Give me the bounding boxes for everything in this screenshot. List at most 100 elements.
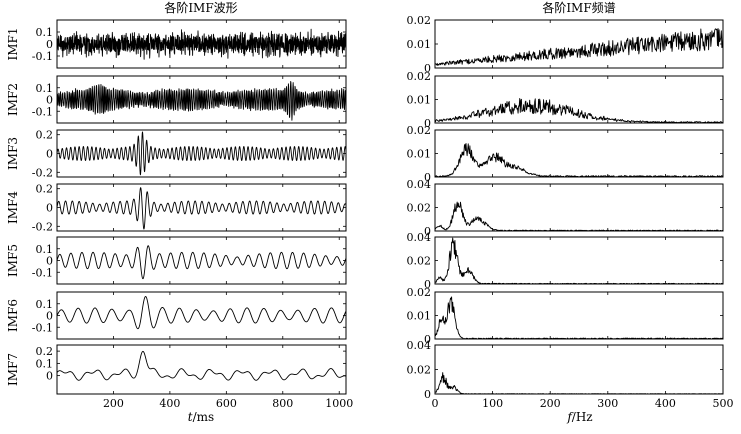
waveform-trace-1 — [56, 28, 347, 60]
axes-frame — [56, 344, 347, 395]
waveform-trace-5 — [56, 245, 347, 280]
y-tick-label: 0.02 — [407, 364, 432, 377]
waveform-panel-3: 0.2 0 -0.2 IMF3 — [6, 129, 347, 179]
x-tick-label: 0 — [432, 397, 439, 410]
imf-row-label: IMF5 — [6, 244, 20, 277]
x-tick-label: 400 — [159, 397, 180, 410]
x-tick-label: 500 — [713, 397, 734, 410]
imf-row-label: IMF6 — [6, 299, 20, 332]
y-tick-label: -0.1 — [32, 105, 53, 118]
left-x-axis-label-var: t — [188, 410, 193, 424]
y-tick-label: 0 — [424, 388, 431, 401]
axes-frame — [56, 291, 347, 340]
imf-row-label: IMF3 — [6, 137, 20, 170]
y-tick-label: 0.2 — [36, 345, 54, 358]
imf-row-label: IMF2 — [6, 83, 20, 116]
y-tick-label: 0 — [46, 255, 53, 268]
axes-frame — [434, 183, 724, 232]
waveform-trace-7 — [56, 350, 347, 381]
x-tick-label: 400 — [655, 397, 676, 410]
waveform-trace-3 — [56, 131, 347, 176]
right-x-axis-label: f/Hz — [566, 410, 592, 424]
spectrum-trace-2 — [434, 98, 724, 124]
y-tick-label: 0.01 — [407, 94, 432, 107]
y-tick-label: 0.1 — [36, 243, 54, 256]
subplot-panels: 0.10-0.1IMF10.020.0100.10-0.1IMF20.020.0… — [6, 14, 734, 410]
spectrum-panel-7: 0.04 0.02 00 100 200 300 400 500 — [407, 339, 734, 410]
y-tick-label: 0 — [424, 62, 431, 75]
axes-frame — [56, 129, 347, 178]
y-tick-label: 0.2 — [36, 183, 54, 196]
axes-frame — [434, 236, 724, 285]
waveform-panel-1: 0.10-0.1 IMF1 — [6, 19, 347, 69]
y-tick-label: 0.1 — [36, 298, 54, 311]
left-x-axis-label-unit: /ms — [193, 410, 215, 424]
waveform-trace-2 — [56, 81, 347, 121]
spectrum-trace-1 — [434, 28, 724, 66]
y-tick-label: 0.01 — [407, 148, 432, 161]
x-tick-label: 100 — [482, 397, 503, 410]
x-tick-label: 1000 — [325, 397, 353, 410]
y-tick-label: 0 — [46, 38, 53, 51]
waveform-trace-4 — [56, 187, 347, 230]
y-tick-label: 0 — [46, 148, 53, 161]
y-tick-label: -0.1 — [32, 321, 53, 334]
y-tick-label: 0.02 — [407, 255, 432, 268]
imf-row-label: IMF4 — [6, 191, 20, 224]
y-tick-label: 0 — [46, 94, 53, 107]
y-tick-label: 0.1 — [36, 82, 54, 95]
spectrum-trace-6 — [434, 296, 724, 340]
x-tick-label: 300 — [597, 397, 618, 410]
y-tick-label: -0.2 — [32, 220, 53, 233]
y-tick-label: 0 — [424, 333, 431, 346]
spectrum-trace-5 — [434, 237, 724, 285]
right-x-axis-label-var: f — [566, 410, 574, 424]
spectrum-panel-4: 0.04 0.02 0 — [407, 178, 724, 238]
y-tick-label: 0.02 — [407, 124, 432, 137]
axes-frame — [434, 129, 724, 178]
y-tick-label: -0.2 — [32, 166, 53, 179]
right-x-axis-label-unit: /Hz — [572, 410, 593, 424]
x-tick-label: 800 — [272, 397, 293, 410]
waveform-panel-6: 0.10-0.1 IMF6 — [6, 291, 347, 340]
y-tick-label: 0.01 — [407, 38, 432, 51]
spectrum-trace-7 — [434, 372, 724, 395]
axes-frame — [434, 291, 724, 340]
y-tick-label: 0.02 — [407, 286, 432, 299]
y-tick-label: 0 — [424, 278, 431, 291]
y-tick-label: 0.04 — [407, 339, 432, 352]
spectrum-panel-5: 0.04 0.02 0 — [407, 231, 724, 291]
waveform-trace-6 — [56, 296, 347, 330]
x-tick-label: 200 — [540, 397, 561, 410]
y-tick-label: 0.2 — [36, 129, 54, 142]
spectrum-panel-2: 0.02 0.01 0 — [407, 70, 724, 130]
imf-row-label: IMF7 — [6, 353, 20, 386]
x-tick-label: 200 — [103, 397, 124, 410]
y-tick-label: 0 — [46, 370, 53, 383]
right-panel-title: 各阶IMF频谱 — [542, 0, 615, 15]
spectrum-panel-1: 0.02 0.01 0 — [407, 14, 724, 75]
y-tick-label: 0.02 — [407, 70, 432, 83]
spectrum-trace-4 — [434, 201, 724, 232]
waveform-panel-5: 0.10-0.1 IMF5 — [6, 236, 347, 285]
axes-frame — [434, 344, 724, 395]
left-x-axis-label: t/ms — [188, 410, 214, 424]
imf-row-label: IMF1 — [6, 28, 20, 61]
y-tick-label: 0 — [46, 202, 53, 215]
y-tick-label: -0.1 — [32, 266, 53, 279]
y-tick-label: 0.02 — [407, 202, 432, 215]
y-tick-label: 0.1 — [36, 357, 54, 370]
x-tick-label: 600 — [216, 397, 237, 410]
y-tick-label: 0.1 — [36, 26, 54, 39]
y-tick-label: 0.04 — [407, 231, 432, 244]
y-tick-label: 0 — [424, 171, 431, 184]
y-tick-label: 0.02 — [407, 14, 432, 27]
spectrum-trace-3 — [434, 143, 724, 178]
waveform-panel-7: 0.20.10 200 400 600 800 1000 IMF7 — [6, 344, 353, 410]
y-tick-label: 0.01 — [407, 310, 432, 323]
spectrum-panel-3: 0.02 0.01 0 — [407, 124, 724, 184]
left-panel-title: 各阶IMF波形 — [164, 0, 237, 15]
y-tick-label: 0 — [424, 117, 431, 130]
